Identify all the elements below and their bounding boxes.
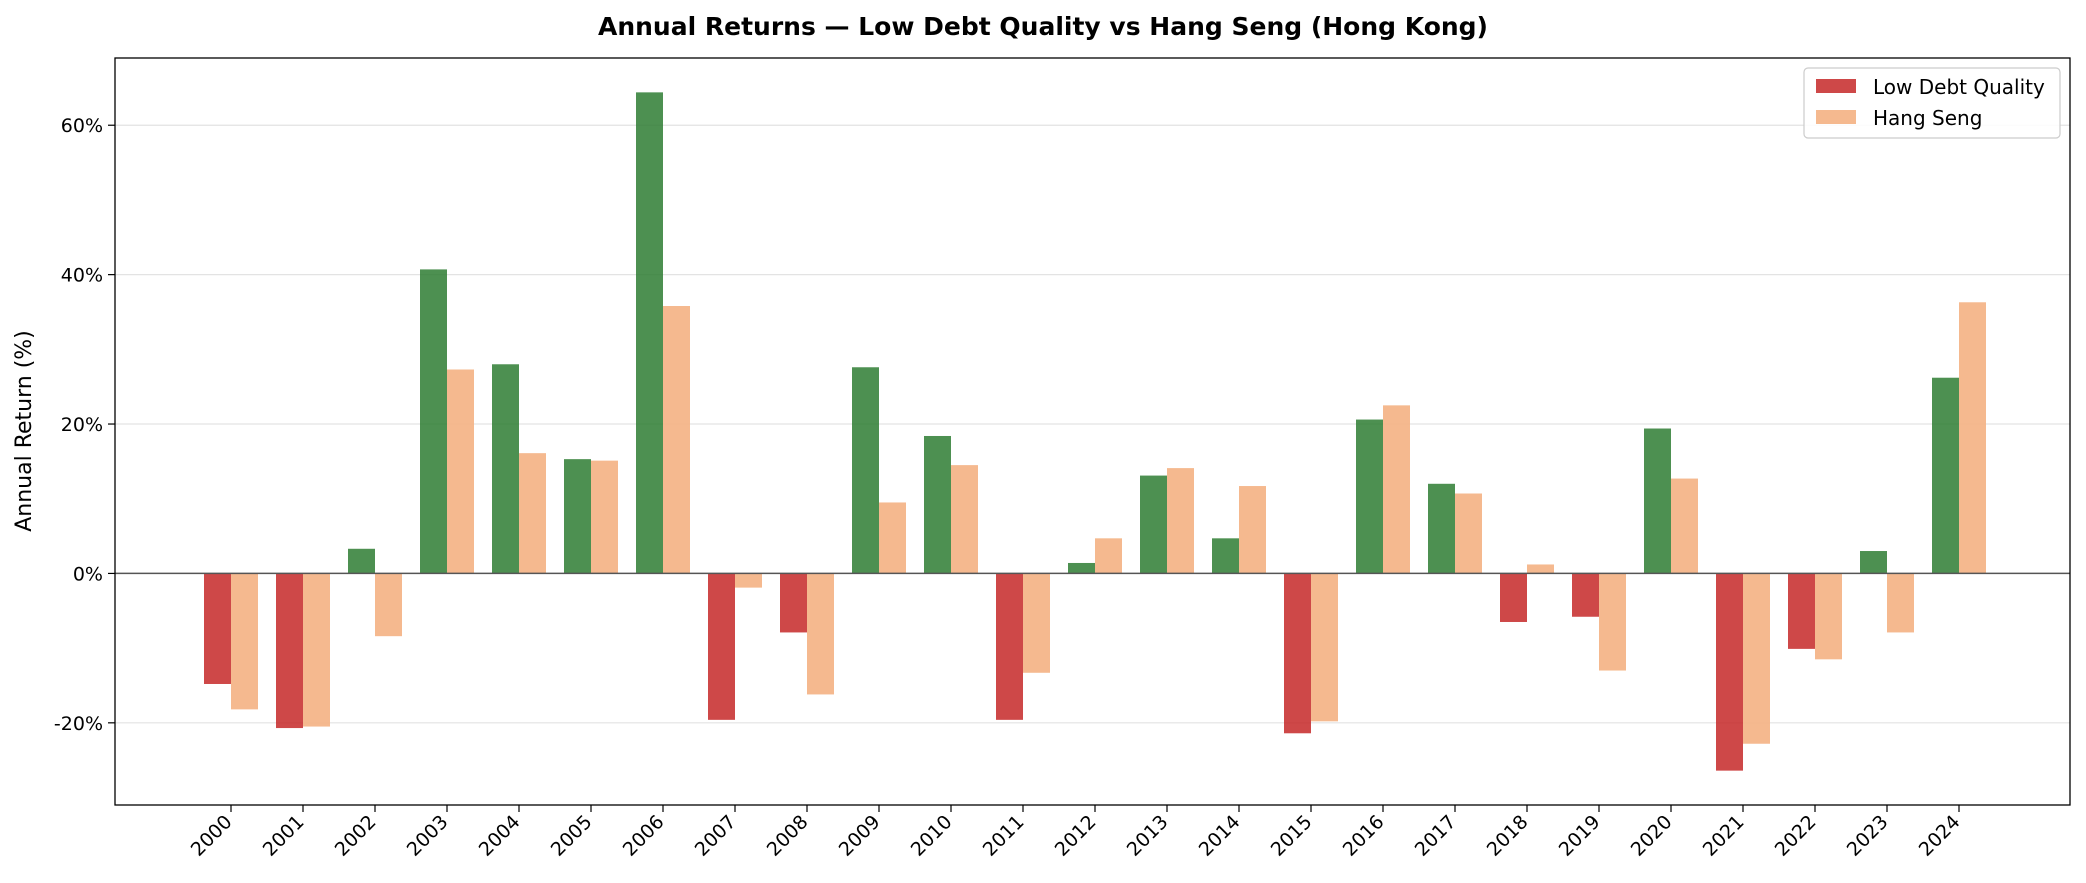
bar-low-debt-quality-2014: [1212, 538, 1239, 574]
x-axis: 2000 2001 2002 2003 2004 2005 2006 2007 2008 2009…: [187, 805, 1965, 861]
bar-hang-seng-2012: [1095, 538, 1122, 574]
bar-hang-seng-2015: [1311, 573, 1338, 722]
x-tick-label: 2018: [1483, 811, 1533, 861]
y-tick-label: 60%: [61, 115, 103, 137]
x-tick-label: 2017: [1411, 811, 1461, 861]
bar-low-debt-quality-2001: [276, 573, 303, 729]
bar-hang-seng-2016: [1383, 405, 1410, 574]
y-tick-label: -20%: [54, 713, 103, 735]
x-tick-label: 2006: [619, 811, 669, 861]
x-tick-label: 2016: [1339, 811, 1389, 861]
plot-frame: [114, 57, 2071, 806]
legend-swatch-low-debt-quality: [1816, 79, 1856, 93]
bar-low-debt-quality-2007: [708, 573, 735, 720]
x-tick-label: 2024: [1915, 811, 1965, 861]
bar-low-debt-quality-2005: [564, 459, 591, 574]
bar-hang-seng-2017: [1455, 493, 1482, 574]
bars: [204, 92, 1986, 771]
bar-hang-seng-2008: [807, 573, 834, 695]
bar-hang-seng-2003: [447, 369, 474, 574]
grid-lines: [115, 124, 2070, 724]
x-tick-label: 2023: [1843, 811, 1893, 861]
bar-hang-seng-2023: [1887, 573, 1914, 633]
x-tick-label: 2020: [1627, 811, 1677, 861]
y-tick-label: 40%: [61, 265, 103, 287]
bar-hang-seng-2014: [1239, 486, 1266, 574]
legend: Low Debt Quality Hang Seng: [1803, 67, 2061, 139]
bar-hang-seng-2001: [303, 573, 330, 727]
bar-hang-seng-2024: [1959, 302, 1986, 574]
chart-title: Annual Returns — Low Debt Quality vs Han…: [598, 12, 1488, 41]
x-tick-label: 2021: [1699, 811, 1749, 861]
bar-low-debt-quality-2019: [1572, 573, 1599, 617]
bar-low-debt-quality-2023: [1860, 551, 1887, 574]
bar-hang-seng-2022: [1815, 573, 1842, 660]
x-tick-label: 2005: [547, 811, 597, 861]
legend-box: [1803, 67, 2061, 139]
x-tick-label: 2000: [187, 811, 237, 861]
x-tick-label: 2009: [835, 811, 885, 861]
bar-low-debt-quality-2004: [492, 364, 519, 574]
bar-hang-seng-2009: [879, 502, 906, 574]
x-tick-label: 2015: [1267, 811, 1317, 861]
bar-hang-seng-2002: [375, 573, 402, 637]
x-tick-label: 2022: [1771, 811, 1821, 861]
bar-hang-seng-2021: [1743, 573, 1770, 744]
bar-low-debt-quality-2015: [1284, 573, 1311, 734]
bar-hang-seng-2007: [735, 573, 762, 588]
bar-low-debt-quality-2008: [780, 573, 807, 633]
bar-hang-seng-2020: [1671, 478, 1698, 574]
bar-low-debt-quality-2020: [1644, 428, 1671, 574]
bar-hang-seng-2010: [951, 465, 978, 574]
bar-low-debt-quality-2003: [420, 269, 447, 574]
x-tick-label: 2011: [979, 811, 1029, 861]
bar-hang-seng-2013: [1167, 468, 1194, 574]
bar-low-debt-quality-2017: [1428, 483, 1455, 574]
bar-hang-seng-2004: [519, 453, 546, 574]
bar-hang-seng-2000: [231, 573, 258, 710]
bar-low-debt-quality-2024: [1932, 377, 1959, 574]
bar-hang-seng-2018: [1527, 564, 1554, 574]
bar-low-debt-quality-2009: [852, 367, 879, 574]
bar-low-debt-quality-2022: [1788, 573, 1815, 649]
y-axis-label: Annual Return (%): [12, 330, 37, 532]
bar-low-debt-quality-2006: [636, 92, 663, 574]
bar-low-debt-quality-2010: [924, 435, 951, 574]
x-tick-label: 2004: [475, 811, 525, 861]
bar-low-debt-quality-2012: [1068, 562, 1095, 574]
bar-low-debt-quality-2016: [1356, 419, 1383, 574]
bar-low-debt-quality-2011: [996, 573, 1023, 720]
x-tick-label: 2002: [331, 811, 381, 861]
x-tick-label: 2019: [1555, 811, 1605, 861]
legend-label-hang-seng: Hang Seng: [1873, 106, 1982, 130]
bar-hang-seng-2019: [1599, 573, 1626, 671]
y-tick-label: 0%: [73, 563, 103, 585]
x-tick-label: 2003: [403, 811, 453, 861]
bar-low-debt-quality-2013: [1140, 475, 1167, 574]
bar-low-debt-quality-2000: [204, 573, 231, 684]
x-tick-label: 2014: [1195, 811, 1245, 861]
x-tick-label: 2008: [763, 811, 813, 861]
x-tick-label: 2010: [907, 811, 957, 861]
x-tick-label: 2007: [691, 811, 741, 861]
bar-hang-seng-2011: [1023, 573, 1050, 673]
bar-low-debt-quality-2018: [1500, 573, 1527, 622]
y-tick-label: 20%: [61, 414, 103, 436]
x-tick-label: 2012: [1051, 811, 1101, 861]
bar-low-debt-quality-2021: [1716, 573, 1743, 771]
x-tick-label: 2013: [1123, 811, 1173, 861]
legend-label-low-debt-quality: Low Debt Quality: [1873, 75, 2045, 99]
y-axis: -20% 0% 20% 40% 60%: [54, 115, 115, 735]
bar-low-debt-quality-2002: [348, 548, 375, 574]
bar-hang-seng-2006: [663, 306, 690, 574]
x-tick-label: 2001: [259, 811, 309, 861]
legend-swatch-hang-seng: [1816, 110, 1856, 124]
bar-hang-seng-2005: [591, 460, 618, 574]
